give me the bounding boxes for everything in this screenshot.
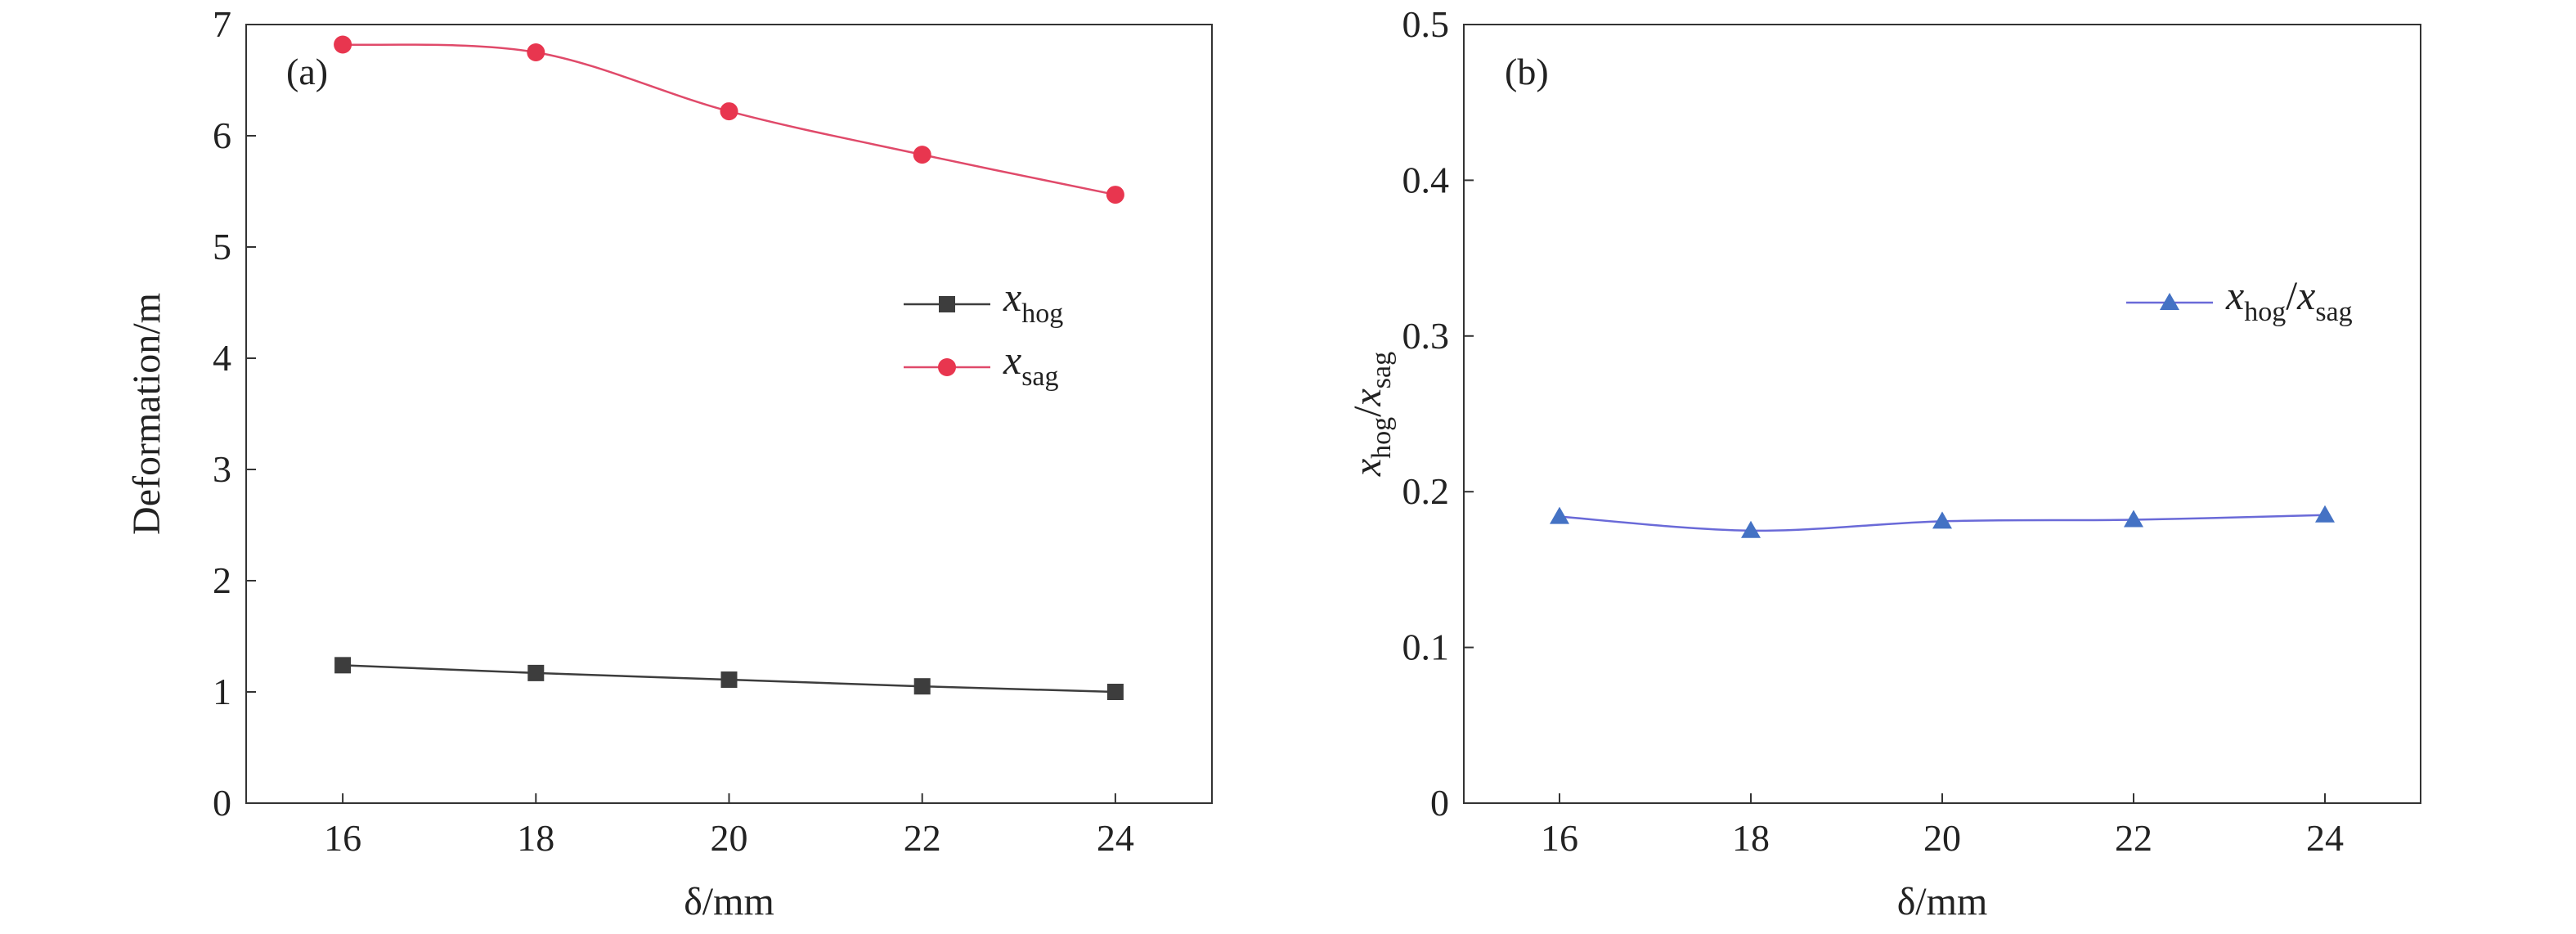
- y-tick-label: 7: [213, 3, 231, 45]
- data-point-x-hog: [527, 664, 545, 681]
- y-axis-label: xhog/xsag: [1346, 352, 1397, 477]
- legend-marker: [2160, 293, 2179, 310]
- x-tick-label: 20: [711, 817, 748, 859]
- data-point-x-hog: [334, 657, 352, 674]
- legend-main2: x: [2296, 272, 2315, 318]
- legend-sub: sag: [1021, 361, 1058, 392]
- y-label-x1: x: [1346, 459, 1389, 477]
- data-point-x-hog-x-sag: [1550, 506, 1569, 524]
- chart-panel-b: 16 18 20 22 2400.10.20.30.40.5(b)δ/mmxhog/xs…: [1346, 3, 2421, 923]
- data-point-x-hog: [1106, 684, 1124, 700]
- data-point-x-sag: [334, 35, 352, 54]
- x-axis-label: δ/mm: [684, 880, 774, 923]
- legend-label: xhog: [1003, 274, 1063, 329]
- y-tick-label: 5: [213, 226, 231, 267]
- x-tick-label: 22: [2115, 817, 2152, 859]
- data-point-x-sag: [913, 146, 931, 164]
- y-tick-label: 0.2: [1402, 470, 1450, 512]
- x-tick-label: 24: [2306, 817, 2344, 859]
- x-tick-label: 24: [1097, 817, 1134, 859]
- data-point-x-hog-x-sag: [2315, 505, 2335, 523]
- legend-label: xsag: [1003, 337, 1059, 392]
- y-tick-label: 0.1: [1402, 626, 1450, 668]
- legend-marker: [939, 296, 955, 312]
- y-tick-label: 1: [213, 671, 231, 712]
- data-point-x-sag: [1106, 186, 1124, 204]
- y-tick-label: 0.4: [1402, 159, 1450, 200]
- data-point-x-sag: [720, 102, 738, 121]
- x-tick-label: 16: [324, 817, 361, 859]
- x-tick-label: 22: [904, 817, 941, 859]
- plot-frame: [1463, 24, 2421, 804]
- legend-sub: hog: [1021, 299, 1063, 329]
- chart-panel-a: 16 18 20 22 24 0 1 2 3 4 5 6 7 (a) δ/mm Deformation/m xh…: [125, 3, 1213, 923]
- legend-sub: hog: [2244, 297, 2286, 327]
- data-point-x-hog: [720, 671, 738, 689]
- data-point-x-hog: [913, 678, 931, 695]
- legend-main: x: [1003, 337, 1021, 383]
- panel-label: (a): [286, 51, 328, 92]
- x-tick-label: 16: [1541, 817, 1578, 859]
- y-tick-label: 3: [213, 448, 231, 490]
- x-tick-label: 20: [1923, 817, 1961, 859]
- legend-main: x: [2225, 272, 2244, 318]
- y-tick-label: 0.3: [1402, 315, 1450, 357]
- data-point-x-sag: [527, 43, 545, 61]
- x-axis-label: δ/mm: [1897, 880, 1988, 923]
- y-tick-label: 0: [1430, 782, 1449, 824]
- legend-slash: /: [2286, 272, 2297, 318]
- x-tick-label: 18: [517, 817, 554, 859]
- legend-label: xhog/xsag: [2225, 272, 2353, 327]
- y-tick-label: 0: [213, 782, 231, 824]
- data-point-x-hog-x-sag: [1741, 520, 1761, 538]
- y-tick-label: 6: [213, 115, 231, 156]
- y-tick-label: 4: [213, 337, 231, 379]
- y-tick-label: 0.5: [1402, 3, 1450, 45]
- y-label-x2: x: [1346, 388, 1389, 406]
- legend-marker: [938, 358, 956, 376]
- data-point-x-hog-x-sag: [2124, 510, 2143, 528]
- y-axis-label: Deformation/m: [125, 293, 168, 535]
- data-point-x-hog-x-sag: [1932, 511, 1952, 529]
- legend-sub2: sag: [2315, 297, 2352, 327]
- panel-label: (b): [1505, 51, 1549, 92]
- y-tick-label: 2: [213, 559, 231, 601]
- y-label-slash: /: [1346, 406, 1389, 417]
- y-label-sub2: sag: [1367, 352, 1397, 388]
- x-tick-label: 18: [1732, 817, 1770, 859]
- y-label-sub1: hog: [1367, 417, 1397, 459]
- legend-main: x: [1003, 274, 1021, 320]
